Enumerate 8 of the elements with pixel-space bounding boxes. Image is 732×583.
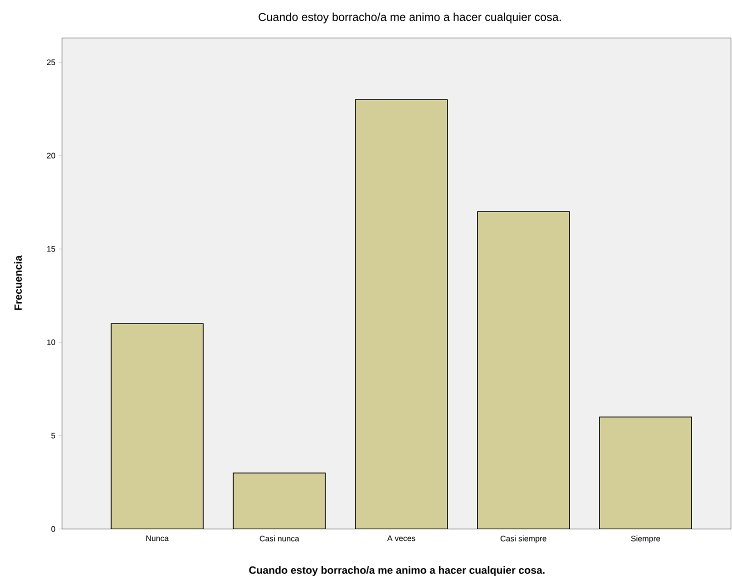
bar [232, 472, 326, 529]
y-axis-title: Frecuencia [14, 255, 22, 310]
bar [477, 211, 570, 529]
x-axis-title: Cuando estoy borracho/a me animo a hacer cualquier cosa. [249, 566, 545, 576]
bar [599, 416, 692, 529]
bar [110, 323, 204, 529]
chart-title: Cuando estoy borracho/a me animo a hacer cualquier cosa. [258, 12, 561, 24]
bar [355, 100, 448, 529]
